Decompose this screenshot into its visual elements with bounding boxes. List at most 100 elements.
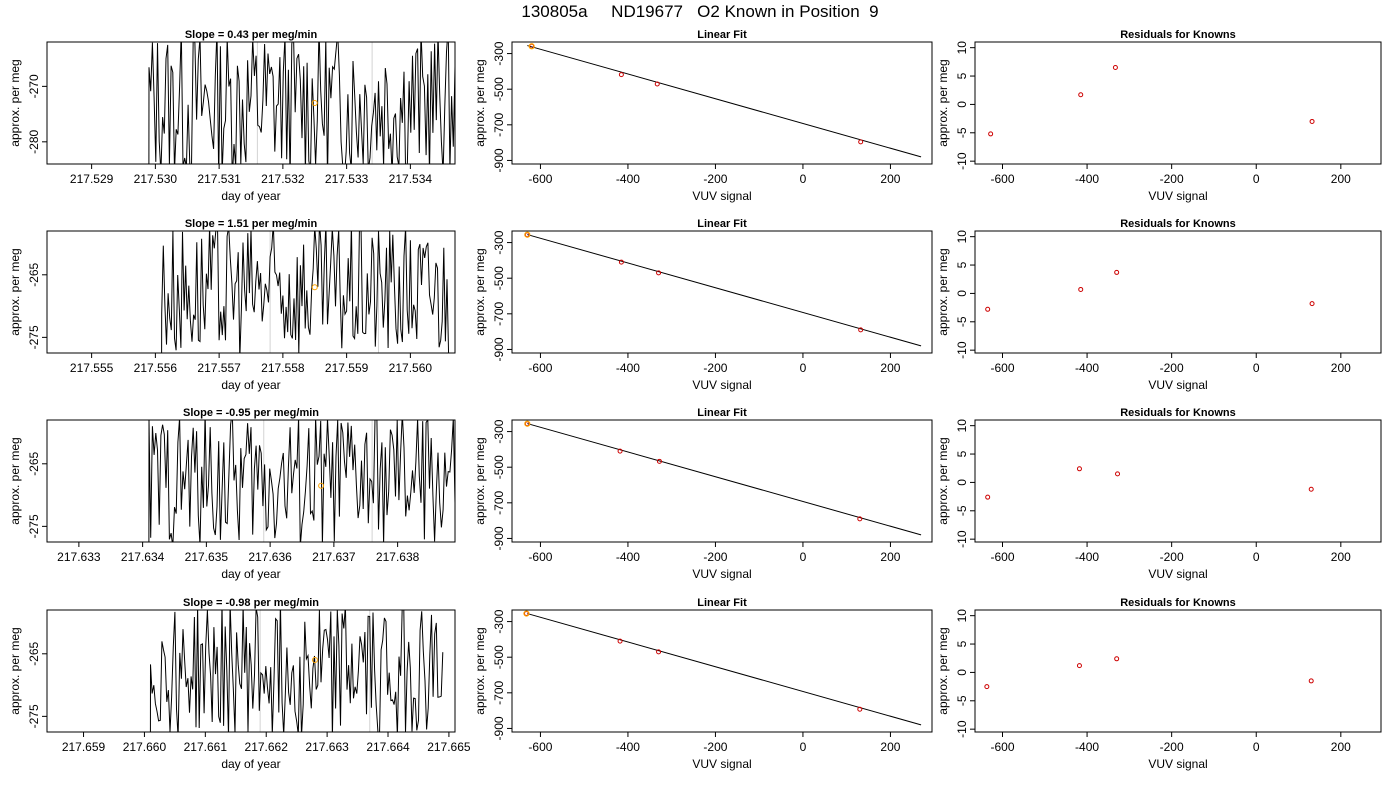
y-tick-label: -275 (27, 325, 41, 349)
y-tick-label: 10 (955, 41, 969, 55)
y-axis-label: approx. per meg (473, 59, 487, 146)
y-tick-label: -500 (492, 455, 506, 479)
signal-series-line (148, 420, 455, 542)
x-axis-label: VUV signal (692, 567, 751, 581)
x-tick-label: -400 (1075, 740, 1099, 754)
data-point (1076, 663, 1082, 669)
plot-area (988, 65, 1315, 137)
x-tick-label: 200 (880, 550, 900, 564)
x-tick-label: 200 (880, 361, 900, 375)
x-tick-label: -600 (528, 740, 552, 754)
plot-area (524, 420, 922, 536)
x-tick-label: 217.534 (389, 172, 433, 186)
x-axis-label: VUV signal (692, 757, 751, 771)
x-tick-label: 217.660 (123, 740, 167, 754)
x-tick-label: 0 (800, 361, 807, 375)
y-tick-label: -700 (492, 112, 506, 136)
x-tick-label: 217.634 (121, 550, 165, 564)
figure-title: 130805a ND19677 O2 Known in Position 9 (521, 2, 879, 21)
data-point (857, 706, 863, 712)
fit-line (527, 613, 922, 726)
y-axis-label: approx. per meg (8, 248, 22, 335)
panel-title: Residuals for Knowns (1120, 407, 1236, 419)
signal-series-line (149, 610, 444, 732)
x-tick-label: 217.633 (57, 550, 101, 564)
plot-frame (46, 230, 456, 354)
y-axis-label: approx. per meg (936, 59, 950, 146)
data-point (1309, 118, 1315, 124)
y-axis-label: approx. per meg (8, 627, 22, 714)
y-tick-label: -900 (492, 148, 506, 172)
x-axis-label: VUV signal (1148, 189, 1207, 203)
x-tick-label: -200 (703, 740, 727, 754)
data-point (1308, 678, 1314, 684)
y-tick-label: -900 (492, 337, 506, 361)
data-point (1078, 286, 1084, 292)
plot-frame (511, 419, 933, 543)
plot-frame (511, 230, 933, 354)
y-tick-label: -280 (27, 129, 41, 153)
panel-title: Linear Fit (697, 29, 747, 41)
y-tick-label: -300 (492, 230, 506, 254)
panel-2-3: Residuals for Knowns -600 -400 -200 0 200 -10 -… (936, 218, 1382, 392)
plot-area (523, 610, 922, 726)
data-point (984, 684, 990, 690)
x-tick-label: -600 (528, 550, 552, 564)
y-tick-label: 0 (955, 669, 969, 676)
data-point (1309, 301, 1315, 307)
x-tick-label: -200 (1160, 361, 1184, 375)
y-tick-label: 5 (955, 261, 969, 268)
x-tick-label: 217.533 (325, 172, 369, 186)
data-point (656, 270, 662, 276)
x-tick-label: 217.664 (366, 740, 410, 754)
data-point (1076, 466, 1082, 472)
data-point (985, 494, 991, 500)
x-tick-label: -400 (1075, 361, 1099, 375)
signal-series-line (148, 42, 455, 164)
panel-1-3: Residuals for Knowns -600 -400 -200 0 200 -10 -… (936, 29, 1382, 203)
plot-frame (46, 609, 456, 733)
data-point (656, 458, 662, 464)
data-point (1112, 65, 1118, 71)
data-point (1115, 471, 1121, 477)
panel-3-2: Linear Fit -600 -400 -200 0 200 -900 -700 -500 -3… (473, 407, 933, 581)
y-tick-label: 5 (955, 72, 969, 79)
x-tick-label: 217.635 (185, 550, 229, 564)
x-tick-label: -400 (616, 740, 640, 754)
x-tick-label: 217.659 (62, 740, 106, 754)
y-tick-label: -275 (27, 704, 41, 728)
x-tick-label: 217.663 (305, 740, 349, 754)
x-tick-label: -200 (703, 361, 727, 375)
x-tick-label: -600 (990, 550, 1014, 564)
y-tick-label: 5 (955, 640, 969, 647)
x-axis-label: day of year (221, 378, 280, 392)
x-tick-label: -600 (990, 361, 1014, 375)
panel-title: Slope = 1.51 per meg/min (185, 218, 318, 230)
panel-1-1: Slope = 0.43 per meg/min 217.529 217.530 21… (8, 29, 456, 203)
x-tick-label: 217.556 (134, 361, 178, 375)
panel-3-3: Residuals for Knowns -600 -400 -200 0 200 -10 -… (936, 407, 1382, 581)
x-axis-label: day of year (221, 567, 280, 581)
y-tick-label: 5 (955, 450, 969, 457)
x-tick-label: -200 (703, 550, 727, 564)
highlight-point (528, 43, 535, 50)
plot-frame (974, 41, 1382, 165)
x-tick-label: 217.665 (427, 740, 471, 754)
data-point (618, 259, 624, 265)
panel-title: Residuals for Knowns (1120, 597, 1236, 609)
y-tick-label: -900 (492, 716, 506, 740)
data-point (654, 81, 660, 87)
data-point (858, 139, 864, 145)
y-tick-label: -10 (955, 341, 969, 359)
panel-3-1: Slope = -0.95 per meg/min 217.633 217.634 2… (8, 407, 456, 581)
x-tick-label: -400 (616, 361, 640, 375)
x-tick-label: 217.662 (245, 740, 289, 754)
y-tick-label: -265 (27, 262, 41, 286)
plot-area (985, 466, 1314, 500)
x-tick-label: 217.560 (389, 361, 433, 375)
x-tick-label: 217.557 (197, 361, 241, 375)
x-tick-label: -200 (703, 172, 727, 186)
y-tick-label: 0 (955, 101, 969, 108)
plot-area (527, 43, 922, 158)
